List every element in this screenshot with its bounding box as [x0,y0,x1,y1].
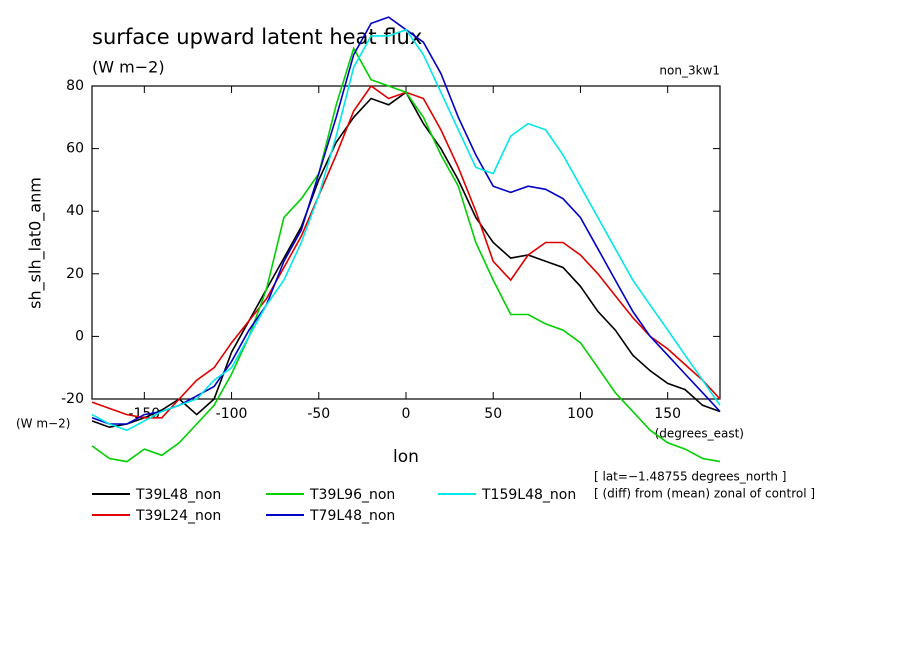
legend-label: T39L48_non [135,487,221,503]
y-tick-label: 0 [75,328,84,344]
legend-label: T39L96_non [309,487,395,503]
plot-frame [91,85,721,400]
y-tick-label: 20 [66,266,84,282]
legend-label: T39L24_non [135,508,221,524]
x-axis-label: lon [393,447,419,467]
chart-title: surface upward latent heat flux [92,25,422,49]
data-line [91,16,721,425]
run-label: non_3kw1 [659,64,720,78]
x-tick-label: 0 [402,406,411,422]
y-axis-label: sh_slh_lat0_anm [26,177,46,309]
x-units: (degrees_east) [655,427,744,441]
x-tick-label: -100 [216,406,248,422]
y-tick-label: 40 [66,203,84,219]
data-line [91,46,721,463]
x-tick-label: 150 [654,406,681,422]
legend-label: T79L48_non [309,508,395,524]
annotation: [ lat=−1.48755 degrees_north ] [594,470,786,484]
y-units: (W m−2) [16,417,70,431]
data-line [91,28,721,432]
y-tick-label: 60 [66,141,84,157]
y-tick-label: 80 [66,78,84,94]
data-line [91,84,721,419]
legend-label: T159L48_non [481,487,576,503]
x-tick-label: 50 [484,406,502,422]
data-line [91,91,721,429]
x-tick-label: 100 [567,406,594,422]
y-tick-label: -20 [61,391,84,407]
annotation: [ (diff) from (mean) zonal of control ] [594,487,815,501]
chart-subtitle: (W m−2) [92,58,165,77]
x-tick-label: -50 [307,406,330,422]
